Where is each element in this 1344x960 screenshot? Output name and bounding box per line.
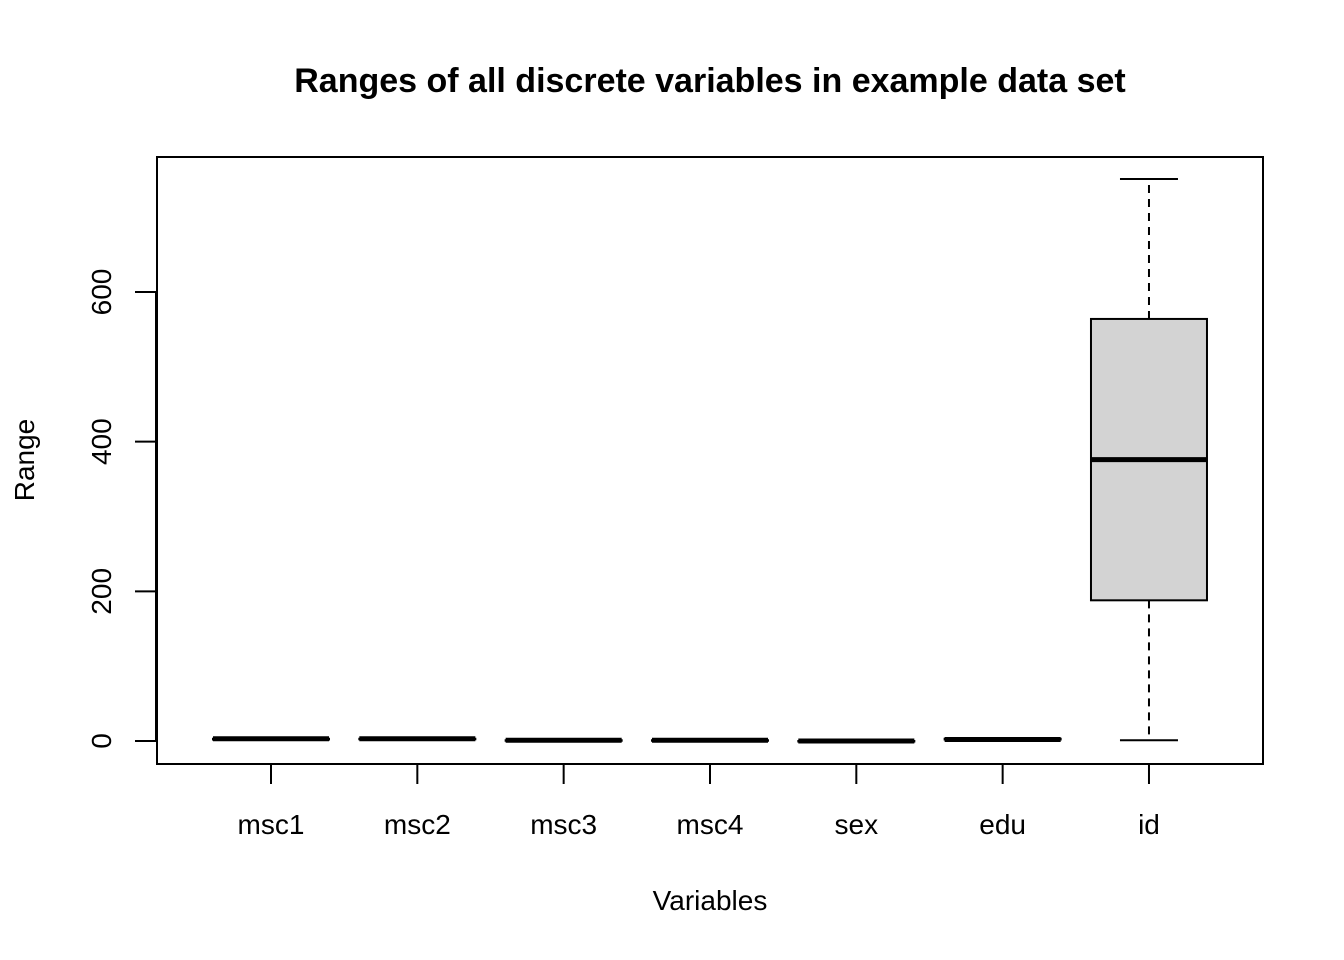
box-msc4 <box>650 737 769 743</box>
x-axis-label: Variables <box>653 885 768 916</box>
box-sex <box>797 738 916 744</box>
box-msc3 <box>504 737 623 743</box>
x-tick-label: edu <box>979 809 1026 840</box>
y-tick-label: 400 <box>86 418 117 465</box>
box-edu <box>943 737 1062 743</box>
x-tick-label: id <box>1138 809 1160 840</box>
x-tick-label: msc2 <box>384 809 451 840</box>
box-msc1 <box>212 736 330 742</box>
y-tick-label: 600 <box>86 269 117 316</box>
x-tick-label: msc3 <box>530 809 597 840</box>
y-tick-label: 0 <box>86 733 117 749</box>
box-msc2 <box>358 736 477 742</box>
box-id <box>1089 178 1208 742</box>
y-axis: 0 200 400 600 <box>86 269 157 749</box>
x-tick-label: sex <box>835 809 879 840</box>
y-tick-label: 200 <box>86 568 117 615</box>
y-axis-label: Range <box>9 419 40 502</box>
x-axis: msc1 msc2 msc3 msc4 sex edu id <box>238 764 1160 840</box>
x-tick-label: msc1 <box>238 809 305 840</box>
chart-title: Ranges of all discrete variables in exam… <box>294 62 1125 100</box>
box-group <box>212 178 1208 744</box>
x-tick-label: msc4 <box>677 809 744 840</box>
